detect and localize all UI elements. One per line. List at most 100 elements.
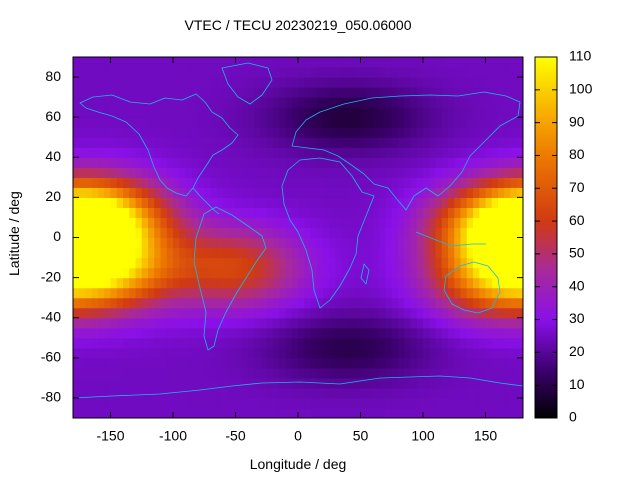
heatmap-cell	[248, 377, 255, 389]
heatmap-cell	[160, 257, 168, 269]
heatmap-cell	[504, 157, 512, 168]
heatmap-cell	[260, 247, 268, 259]
heatmap-cell	[435, 167, 443, 178]
heatmap-cell	[379, 357, 387, 369]
heatmap-cell	[316, 227, 324, 239]
heatmap-cell	[454, 97, 462, 108]
heatmap-cell	[435, 367, 443, 379]
heatmap-cell	[141, 307, 149, 319]
heatmap-cell	[516, 197, 523, 209]
heatmap-cell	[173, 337, 180, 349]
heatmap-cell	[223, 167, 230, 178]
heatmap-cell	[304, 337, 312, 349]
heatmap-cell	[110, 407, 118, 418]
heatmap-cell	[316, 267, 324, 279]
heatmap-cell	[129, 407, 137, 418]
heatmap-cell	[223, 137, 230, 148]
heatmap-cell	[204, 57, 212, 68]
heatmap-cell	[260, 227, 268, 239]
heatmap-cell	[460, 287, 468, 299]
heatmap-cell	[235, 57, 243, 68]
heatmap-cell	[185, 217, 193, 229]
heatmap-cell	[166, 137, 174, 148]
heatmap-cell	[110, 67, 118, 78]
heatmap-cell	[316, 127, 324, 138]
heatmap-cell	[329, 337, 337, 349]
heatmap-cell	[429, 97, 437, 108]
heatmap-cell	[241, 237, 249, 249]
heatmap-cell	[141, 377, 149, 389]
heatmap-cell	[379, 317, 387, 329]
heatmap-cell	[173, 97, 180, 108]
y-tick-label: 40	[45, 148, 61, 164]
heatmap-cell	[229, 347, 237, 359]
heatmap-cell	[341, 67, 349, 78]
heatmap-cell	[210, 327, 218, 339]
heatmap-cell	[91, 87, 99, 98]
heatmap-cell	[410, 307, 418, 319]
heatmap-cell	[241, 377, 249, 389]
heatmap-cell	[110, 277, 118, 289]
heatmap-cell	[423, 267, 430, 279]
heatmap-cell	[466, 237, 474, 249]
heatmap-cell	[123, 217, 130, 229]
heatmap-cell	[191, 107, 199, 118]
heatmap-cell	[360, 387, 368, 399]
heatmap-cell	[473, 127, 480, 138]
heatmap-cell	[485, 67, 493, 78]
heatmap-cell	[235, 347, 243, 359]
heatmap-cell	[185, 317, 193, 329]
heatmap-cell	[473, 247, 480, 259]
heatmap-cell	[485, 387, 493, 399]
heatmap-cell	[235, 317, 243, 329]
heatmap-cell	[241, 297, 249, 309]
heatmap-cell	[354, 217, 362, 229]
heatmap-cell	[104, 347, 112, 359]
heatmap-cell	[266, 157, 274, 168]
heatmap-cell	[91, 187, 99, 198]
heatmap-cell	[360, 67, 368, 78]
heatmap-cell	[460, 187, 468, 198]
heatmap-cell	[498, 87, 505, 98]
heatmap-cell	[116, 157, 124, 168]
heatmap-cell	[335, 277, 343, 289]
heatmap-cell	[404, 357, 412, 369]
heatmap-cell	[191, 357, 199, 369]
heatmap-cell	[423, 97, 430, 108]
heatmap-cell	[91, 257, 99, 269]
heatmap-cell	[304, 87, 312, 98]
heatmap-cell	[85, 407, 93, 418]
heatmap-cell	[210, 237, 218, 249]
heatmap-cell	[110, 87, 118, 98]
heatmap-cell	[135, 367, 143, 379]
heatmap-cell	[335, 97, 343, 108]
heatmap-cell	[410, 327, 418, 339]
heatmap-cell	[404, 77, 412, 88]
heatmap-cell	[85, 237, 93, 249]
heatmap-cell	[416, 317, 424, 329]
heatmap-cell	[216, 327, 224, 339]
heatmap-cell	[241, 157, 249, 168]
heatmap-cell	[285, 397, 293, 409]
heatmap-cell	[273, 237, 280, 249]
heatmap-cell	[441, 297, 449, 309]
x-tick-label: -150	[96, 428, 124, 444]
heatmap-cell	[279, 357, 287, 369]
heatmap-cell	[273, 277, 280, 289]
heatmap-cell	[98, 227, 105, 239]
heatmap-cell	[379, 167, 387, 178]
heatmap-cell	[204, 287, 212, 299]
heatmap-cell	[116, 197, 124, 209]
heatmap-cell	[429, 117, 437, 128]
heatmap-cell	[123, 77, 130, 88]
heatmap-cell	[291, 307, 299, 319]
heatmap-cell	[129, 367, 137, 379]
heatmap-cell	[160, 407, 168, 418]
heatmap-cell	[360, 397, 368, 409]
heatmap-cell	[391, 137, 399, 148]
heatmap-cell	[285, 67, 293, 78]
heatmap-cell	[398, 217, 405, 229]
heatmap-cell	[98, 177, 105, 188]
heatmap-cell	[223, 107, 230, 118]
heatmap-cell	[360, 157, 368, 168]
